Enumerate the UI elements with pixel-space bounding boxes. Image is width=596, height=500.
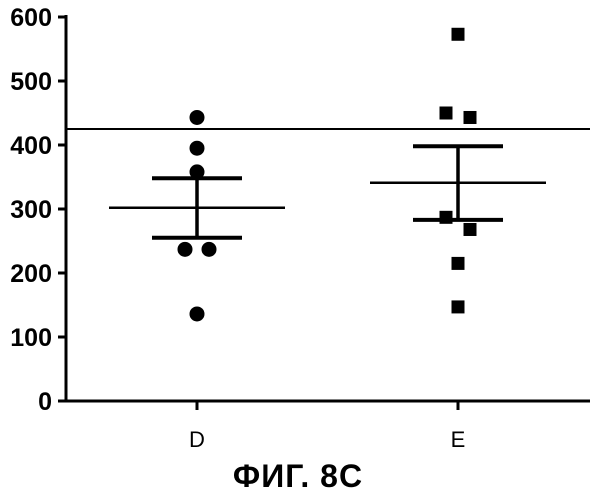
data-point xyxy=(190,141,205,156)
y-tick-label: 400 xyxy=(10,132,52,160)
data-point xyxy=(190,164,205,179)
data-point xyxy=(440,211,453,224)
y-tick-label: 100 xyxy=(10,324,52,352)
y-tick-label: 0 xyxy=(38,388,52,416)
y-axis: 0 100 200 300 400 500 600 xyxy=(10,4,66,416)
y-tick-label: 300 xyxy=(10,196,52,224)
data-points xyxy=(178,28,477,322)
y-tick-label: 500 xyxy=(10,68,52,96)
x-axis: DE xyxy=(65,401,591,452)
figure-caption: ФИГ. 8С xyxy=(0,458,596,495)
data-point xyxy=(452,300,465,313)
error-bars xyxy=(109,146,546,238)
data-point xyxy=(178,242,193,257)
y-tick-label: 600 xyxy=(10,4,52,32)
data-point xyxy=(452,28,465,41)
scatter-plot: 0100200300400500600 DE xyxy=(0,0,596,455)
data-point xyxy=(452,257,465,270)
data-point xyxy=(464,111,477,124)
data-point xyxy=(464,223,477,236)
x-tick-label: D xyxy=(189,427,205,452)
data-point xyxy=(190,306,205,321)
data-point xyxy=(190,110,205,125)
data-point xyxy=(440,107,453,120)
data-point xyxy=(202,242,217,257)
x-tick-label: E xyxy=(451,427,466,452)
y-tick-label: 200 xyxy=(10,260,52,288)
